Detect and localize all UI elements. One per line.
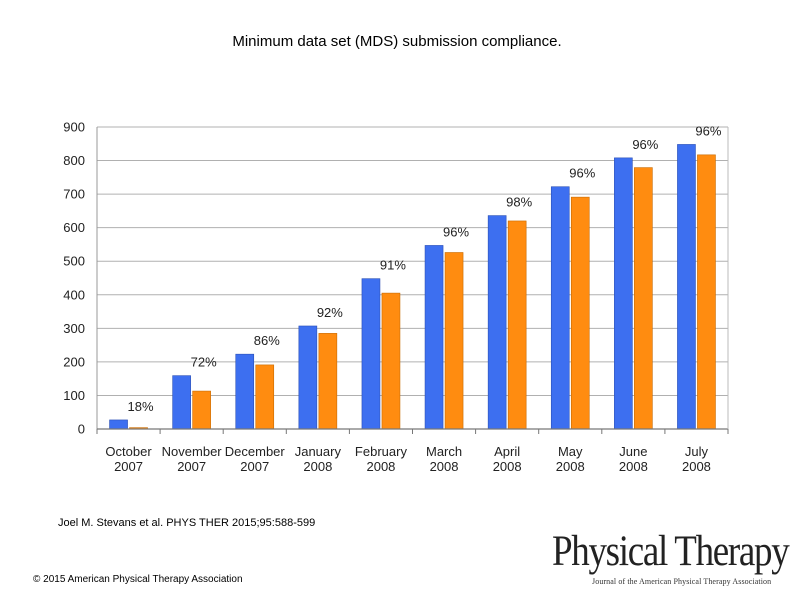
x-tick-label-year: 2008	[556, 459, 585, 474]
percent-annotation: 96%	[443, 224, 469, 239]
percent-annotation: 98%	[506, 195, 532, 210]
y-tick-label: 300	[63, 321, 85, 336]
y-tick-label: 600	[63, 220, 85, 235]
x-tick-label-year: 2008	[303, 459, 332, 474]
x-tick-label-year: 2008	[366, 459, 395, 474]
bar-series-1	[424, 245, 444, 430]
percent-annotation: 96%	[569, 166, 595, 181]
bar-series-2	[634, 167, 653, 430]
bar-series-2	[192, 390, 211, 430]
bar-series-2	[381, 292, 401, 430]
x-tick-label-year: 2008	[682, 459, 711, 474]
x-tick-label-month: November	[162, 444, 223, 459]
labels: 010020030040050060070080090018%October20…	[63, 120, 722, 475]
x-tick-label-year: 2007	[240, 459, 269, 474]
y-tick-label: 400	[63, 287, 85, 302]
bar-series-2	[444, 252, 464, 430]
bar-series-2	[318, 333, 338, 430]
percent-annotation: 18%	[128, 399, 154, 414]
logo-main-text: Physical Therapy	[552, 528, 790, 575]
x-tick-label-year: 2007	[114, 459, 143, 474]
x-tick-label-month: December	[225, 444, 286, 459]
bar-series-1	[172, 375, 191, 430]
y-tick-label: 500	[63, 254, 85, 269]
y-tick-label: 700	[63, 187, 85, 202]
percent-annotation: 72%	[191, 355, 217, 370]
x-tick-label-year: 2007	[177, 459, 206, 474]
bar-series-1	[235, 353, 255, 430]
y-tick-label: 100	[63, 388, 85, 403]
x-tick-label-month: February	[355, 444, 408, 459]
bar-series-2	[255, 364, 275, 430]
x-tick-label-month: April	[494, 444, 520, 459]
x-tick-label-month: July	[685, 444, 709, 459]
axes	[96, 127, 729, 434]
x-tick-label-year: 2008	[493, 459, 522, 474]
bar-series-1	[550, 186, 570, 430]
x-tick-label-year: 2008	[619, 459, 648, 474]
x-tick-label-month: May	[558, 444, 583, 459]
bar-series-1	[298, 325, 318, 430]
y-tick-label: 0	[78, 422, 85, 437]
copyright: © 2015 American Physical Therapy Associa…	[33, 574, 243, 585]
bar-series-1	[109, 419, 128, 430]
bar-series-2	[697, 154, 716, 430]
bars	[109, 144, 716, 430]
y-tick-label: 900	[63, 120, 85, 135]
bar-series-2	[507, 220, 527, 430]
bar-series-1	[487, 215, 507, 430]
physical-therapy-logo: Physical Therapy Journal of the American…	[552, 530, 790, 590]
bar-series-1	[614, 157, 633, 430]
bar-series-1	[677, 144, 696, 430]
bar-series-1	[361, 278, 381, 430]
citation: Joel M. Stevans et al. PHYS THER 2015;95…	[58, 517, 316, 529]
bar-series-2	[570, 196, 590, 430]
x-tick-label-month: March	[426, 444, 462, 459]
x-tick-label-month: October	[105, 444, 152, 459]
percent-annotation: 96%	[695, 123, 721, 138]
percent-annotation: 91%	[380, 258, 406, 273]
logo-sub-text: Journal of the American Physical Therapy…	[592, 577, 772, 586]
x-tick-label-month: January	[295, 444, 342, 459]
percent-annotation: 96%	[632, 137, 658, 152]
y-tick-label: 200	[63, 354, 85, 369]
y-tick-label: 800	[63, 153, 85, 168]
x-tick-label-month: June	[619, 444, 647, 459]
slide-title: Minimum data set (MDS) submission compli…	[232, 33, 562, 50]
percent-annotation: 92%	[317, 305, 343, 320]
x-tick-label-year: 2008	[430, 459, 459, 474]
percent-annotation: 86%	[254, 333, 280, 348]
